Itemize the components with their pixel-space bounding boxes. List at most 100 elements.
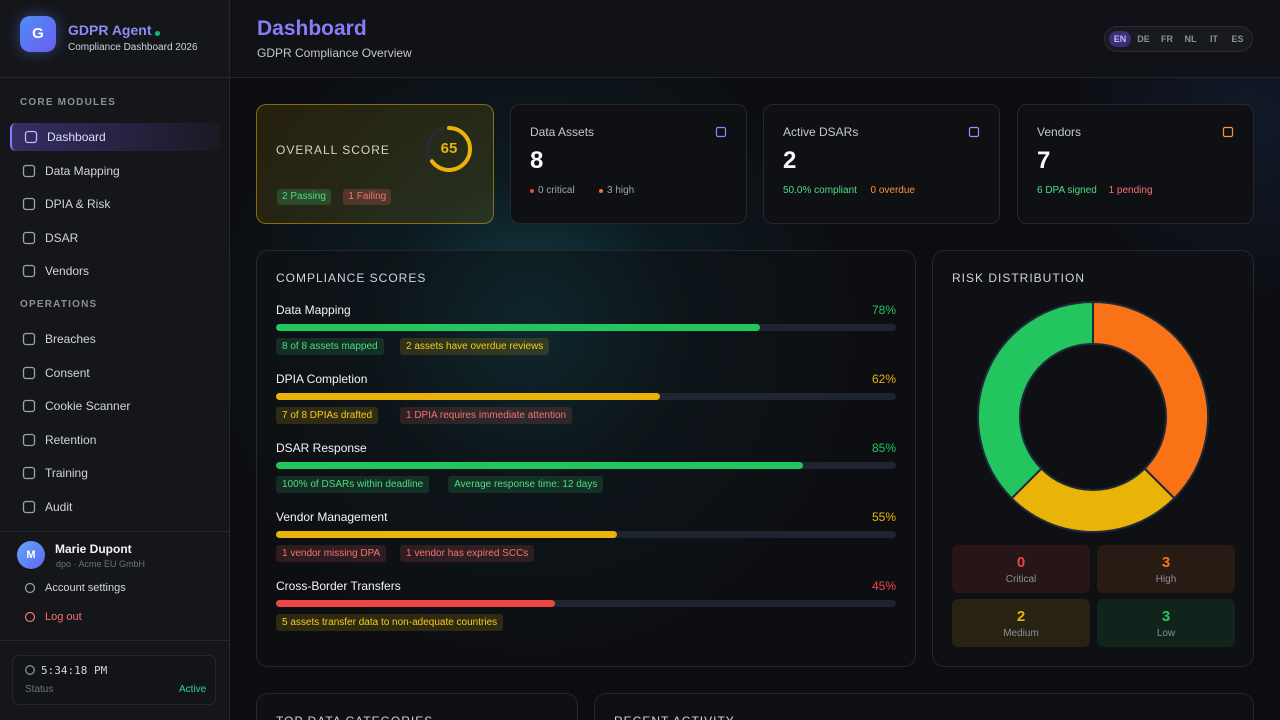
nav-label: Cookie Scanner <box>45 399 131 414</box>
nav-item[interactable]: Retention <box>10 426 220 454</box>
icon-shape <box>24 611 36 623</box>
status-label: Status <box>25 684 54 695</box>
nav-icon <box>22 332 36 346</box>
nav-item[interactable]: DPIA & Risk <box>10 190 220 218</box>
language-switcher: EN DE FR NL IT ES <box>1104 26 1253 52</box>
nav-item[interactable]: Training <box>10 459 220 487</box>
risk-panel: RISK DISTRIBUTION 0 Critical 3 High 2 Medium 3 L… <box>932 250 1254 667</box>
progress-track <box>276 393 896 400</box>
nav-item[interactable]: Consent <box>10 359 220 387</box>
language-button[interactable]: EN <box>1109 31 1131 47</box>
status-dot <box>155 31 160 36</box>
icon-shape <box>22 332 36 346</box>
score-tag: 2 assets have overdue reviews <box>400 338 550 355</box>
nav-item[interactable]: Cookie Scanner <box>10 392 220 420</box>
risk-box: 2 Medium <box>952 599 1090 647</box>
nav-label: DSAR <box>45 230 79 245</box>
nav-label: Training <box>45 466 88 481</box>
card-title: Vendors <box>1037 125 1082 139</box>
language-button[interactable]: NL <box>1184 34 1197 44</box>
card-note: 1 pending <box>1108 185 1153 196</box>
score-label: 85% <box>871 441 896 455</box>
panel-title: RECENT ACTIVITY <box>614 714 735 720</box>
score-name: Data Mapping <box>276 303 351 317</box>
panel-title: COMPLIANCE SCORES <box>276 271 427 285</box>
card-title: OVERALL SCORE <box>276 143 390 157</box>
nav-label: Breaches <box>45 332 96 346</box>
progress-bar <box>276 600 555 607</box>
ring-value <box>426 126 472 172</box>
compliance-panel: COMPLIANCE SCORES Data Mapping 78% 8 of 8 a… <box>256 250 916 667</box>
nav-label: Retention <box>45 432 97 447</box>
user-name: Marie Dupont <box>55 542 132 556</box>
stat-card: Vendors 7 6 DPA signed 1 pending <box>1017 104 1254 224</box>
score-tag: 7 of 8 DPIAs drafted <box>276 407 379 424</box>
score-tag: Average response time: 12 days <box>448 476 604 493</box>
nav-item[interactable]: DSAR <box>10 224 220 252</box>
icon-shape <box>22 164 36 177</box>
nav-item[interactable]: Dashboard <box>10 123 220 151</box>
divider <box>0 77 230 78</box>
progress-track <box>276 324 896 331</box>
user-role: dpo · Acme EU GmbH <box>56 559 146 569</box>
icon-shape <box>22 265 36 278</box>
icon-shape <box>22 400 36 413</box>
risk-label: High <box>1155 574 1177 585</box>
icon-shape <box>25 665 35 675</box>
language-button[interactable]: DE <box>1137 34 1150 44</box>
icon-shape <box>22 198 36 211</box>
nav-icon <box>22 433 36 446</box>
risk-label: Low <box>1156 628 1176 639</box>
nav-icon <box>24 130 38 144</box>
icon-shape <box>22 366 36 379</box>
score-value: 65 <box>440 140 458 157</box>
score-label: 45% <box>871 579 896 593</box>
account-link[interactable]: Account settings <box>14 578 214 598</box>
score-label: 55% <box>871 510 896 524</box>
risk-count: 3 <box>1161 608 1171 625</box>
risk-count: 0 <box>1016 554 1026 571</box>
bottom-panel: RECENT ACTIVITY <box>594 693 1254 720</box>
nav-item[interactable]: Audit <box>10 493 220 521</box>
brand-logo: G <box>20 16 56 52</box>
icon-shape <box>22 231 36 244</box>
icon-shape <box>22 467 36 480</box>
nav-item[interactable]: Breaches <box>10 325 220 353</box>
language-button[interactable]: IT <box>1210 34 1218 44</box>
stat-card: Data Assets 8 0 critical 3 high <box>510 104 747 224</box>
brand-subtitle: Compliance Dashboard 2026 <box>68 42 198 53</box>
account-link[interactable]: Log out <box>14 607 214 627</box>
nav-icon <box>22 265 36 278</box>
card-icon <box>1222 126 1234 138</box>
nav-item[interactable]: Data Mapping <box>10 157 220 185</box>
language-button[interactable]: FR <box>1161 34 1173 44</box>
nav-icon <box>22 366 36 379</box>
score-tag: 100% of DSARs within deadline <box>276 476 430 493</box>
card-note: 3 high <box>607 185 635 196</box>
bottom-panel: TOP DATA CATEGORIES <box>256 693 578 720</box>
sidebar <box>0 0 230 720</box>
language-button[interactable]: ES <box>1231 34 1244 44</box>
donut-segment <box>1092 300 1209 500</box>
link-icon <box>24 611 36 623</box>
progress-track <box>276 600 896 607</box>
card-value: 8 <box>530 147 544 174</box>
panel-title: TOP DATA CATEGORIES <box>276 714 433 720</box>
section-title: CORE MODULES <box>20 97 117 108</box>
risk-box: 3 High <box>1097 545 1235 593</box>
nav-label: Dashboard <box>47 130 106 144</box>
risk-count: 3 <box>1161 554 1171 571</box>
nav-label: Data Mapping <box>45 163 120 178</box>
card-note: 0 overdue <box>870 185 915 196</box>
card-title: Active DSARs <box>783 125 859 139</box>
icon-shape <box>24 582 36 594</box>
page-subtitle: GDPR Compliance Overview <box>257 46 412 60</box>
nav-item[interactable]: Vendors <box>10 257 220 285</box>
note-dot <box>530 189 534 193</box>
status-badge: 1 Failing <box>343 189 392 205</box>
card-icon <box>968 126 980 138</box>
score-name: Cross-Border Transfers <box>276 579 401 593</box>
user-avatar: M <box>17 541 45 569</box>
score-name: Vendor Management <box>276 510 388 524</box>
